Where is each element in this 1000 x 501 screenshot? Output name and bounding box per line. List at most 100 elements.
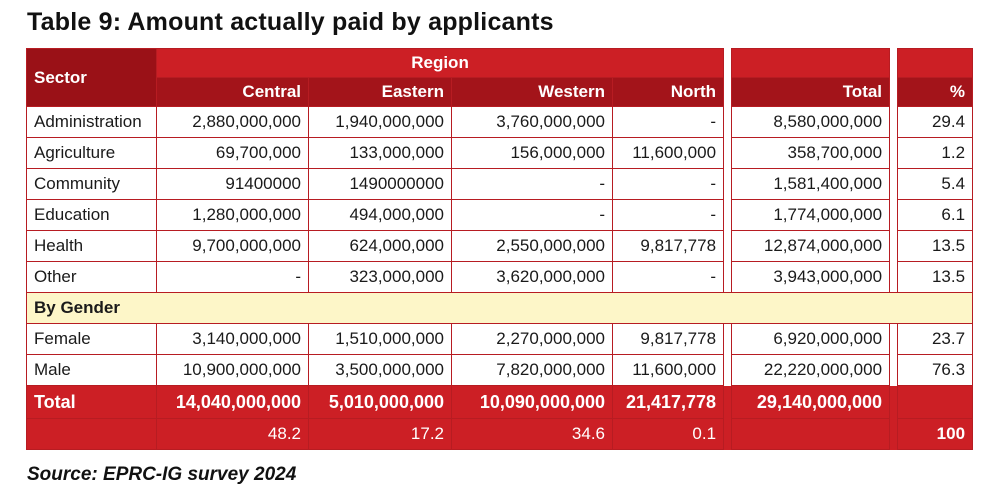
row-label: Education [26, 199, 157, 231]
table-row-male: Male 10,900,000,000 3,500,000,000 7,820,… [26, 354, 974, 386]
north-cell: 11,600,000 [611, 354, 725, 386]
column-gap [723, 48, 733, 78]
column-gap [889, 385, 899, 419]
pct-cell: 13.5 [897, 230, 974, 262]
table-row-other: Other - 323,000,000 3,620,000,000 - 3,94… [26, 261, 974, 293]
row-label: Total [26, 385, 157, 419]
region-header: Region [155, 48, 725, 78]
column-gap [889, 168, 899, 200]
column-gap [723, 168, 733, 200]
eastern-cell: 1,940,000,000 [308, 106, 452, 138]
north-cell: 9,817,778 [611, 230, 725, 262]
eastern-cell: 1,510,000,000 [308, 323, 452, 355]
eastern-cell: 133,000,000 [308, 137, 452, 169]
pct-cell: 6.1 [897, 199, 974, 231]
column-gap [889, 199, 899, 231]
column-gap [889, 48, 899, 78]
column-gap [889, 230, 899, 262]
column-gap [723, 199, 733, 231]
pct-cell: 23.7 [897, 323, 974, 355]
north-cell: 21,417,778 [611, 385, 725, 419]
pct-cell: 5.4 [897, 168, 974, 200]
north-cell: - [611, 261, 725, 293]
header-row-region: Sector Region [26, 48, 974, 107]
eastern-cell: 624,000,000 [308, 230, 452, 262]
header-row-columns: Central Eastern Western North Total % [27, 77, 974, 107]
table-row-education: Education 1,280,000,000 494,000,000 - - … [26, 199, 974, 231]
pct-cell: 76.3 [897, 354, 974, 386]
column-gap [723, 354, 733, 386]
column-gap [723, 418, 733, 450]
column-gap [889, 323, 899, 355]
column-gap [723, 385, 733, 419]
north-cell: - [611, 106, 725, 138]
data-table: Sector Region Central Eastern Western No… [25, 48, 974, 450]
total-header: Total [731, 77, 891, 107]
total-cell: 22,220,000,000 [731, 354, 891, 386]
western-cell: - [451, 199, 613, 231]
total-cell: 8,580,000,000 [731, 106, 891, 138]
column-gap [889, 418, 899, 450]
central-cell: 2,880,000,000 [156, 106, 309, 138]
pct-cell: 29.4 [897, 106, 974, 138]
eastern-pct-cell: 17.2 [308, 418, 452, 450]
source-note: Source: EPRC-IG survey 2024 [27, 464, 297, 485]
central-cell: 69,700,000 [156, 137, 309, 169]
column-gap [723, 323, 733, 355]
western-cell: 156,000,000 [451, 137, 613, 169]
row-label: Health [26, 230, 157, 262]
column-gap [889, 77, 899, 107]
column-gap [889, 261, 899, 293]
column-gap [723, 261, 733, 293]
western-cell: 10,090,000,000 [451, 385, 613, 419]
column-gap [889, 137, 899, 169]
western-cell: 7,820,000,000 [451, 354, 613, 386]
north-header: North [611, 77, 725, 107]
eastern-cell: 494,000,000 [308, 199, 452, 231]
eastern-cell: 5,010,000,000 [308, 385, 452, 419]
north-cell: 9,817,778 [611, 323, 725, 355]
table-row-health: Health 9,700,000,000 624,000,000 2,550,0… [26, 230, 974, 262]
central-cell: 3,140,000,000 [156, 323, 309, 355]
total-header-blank [731, 48, 891, 78]
western-pct-cell: 34.6 [451, 418, 613, 450]
north-pct-cell: 0.1 [611, 418, 725, 450]
central-cell: - [156, 261, 309, 293]
row-label: Other [26, 261, 157, 293]
pct-cell: 13.5 [897, 261, 974, 293]
pct-cell [897, 385, 974, 419]
eastern-header: Eastern [308, 77, 452, 107]
column-gap [889, 354, 899, 386]
table-title: Table 9: Amount actually paid by applica… [27, 8, 554, 36]
column-gap [723, 137, 733, 169]
central-header: Central [156, 77, 309, 107]
western-cell: 2,270,000,000 [451, 323, 613, 355]
pct-header-blank [897, 48, 974, 78]
table-row-agriculture: Agriculture 69,700,000 133,000,000 156,0… [26, 137, 974, 169]
eastern-cell: 3,500,000,000 [308, 354, 452, 386]
row-label: Administration [26, 106, 157, 138]
central-cell: 10,900,000,000 [156, 354, 309, 386]
total-cell: 1,581,400,000 [731, 168, 891, 200]
pct-total-cell: 100 [897, 418, 974, 450]
column-gap [723, 77, 733, 107]
central-cell: 14,040,000,000 [156, 385, 309, 419]
row-label: Male [26, 354, 157, 386]
total-pct-cell [731, 418, 891, 450]
north-cell: - [611, 199, 725, 231]
pct-cell: 1.2 [897, 137, 974, 169]
pct-header: % [897, 77, 974, 107]
western-cell: 3,620,000,000 [451, 261, 613, 293]
north-cell: 11,600,000 [611, 137, 725, 169]
central-pct-cell: 48.2 [156, 418, 309, 450]
total-row: Total 14,040,000,000 5,010,000,000 10,09… [26, 385, 974, 419]
table-row-administration: Administration 2,880,000,000 1,940,000,0… [26, 106, 974, 138]
central-cell: 9,700,000,000 [156, 230, 309, 262]
column-gap [723, 106, 733, 138]
table-row-community: Community 91400000 1490000000 - - 1,581,… [26, 168, 974, 200]
total-cell: 1,774,000,000 [731, 199, 891, 231]
total-cell: 6,920,000,000 [731, 323, 891, 355]
section-row-by-gender: By Gender [25, 292, 974, 324]
column-gap [723, 230, 733, 262]
central-cell: 1,280,000,000 [156, 199, 309, 231]
